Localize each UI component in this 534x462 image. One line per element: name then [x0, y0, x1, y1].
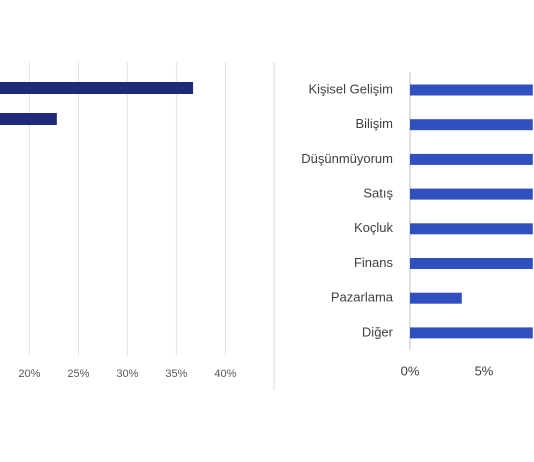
- y-tick-label: Bilişim: [355, 116, 393, 131]
- bar: [410, 258, 533, 269]
- y-tick-label: Düşünmüyorum: [301, 151, 393, 166]
- y-tick-label: Pazarlama: [331, 290, 394, 305]
- bar: [0, 82, 194, 94]
- bars: [410, 84, 533, 339]
- x-tick-label: 30%: [116, 368, 138, 380]
- bar: [410, 84, 533, 96]
- bar: [410, 223, 533, 235]
- bar: [410, 119, 533, 131]
- bar: [410, 188, 533, 200]
- x-tick-label: 25%: [67, 368, 89, 380]
- y-tick-label: Koçluk: [354, 220, 394, 235]
- x-tick-label: 35%: [165, 368, 187, 380]
- bar: [0, 113, 57, 125]
- bar: [410, 292, 462, 304]
- y-tick-label: Diğer: [362, 324, 394, 339]
- y-tick-label: Finans: [354, 255, 394, 270]
- y-tick-label: Satış: [363, 186, 393, 201]
- x-tick-label: 5%: [475, 363, 494, 378]
- y-tick-label: Kişisel Gelişim: [308, 81, 393, 96]
- bar: [410, 327, 533, 339]
- x-tick-label: 20%: [18, 368, 40, 380]
- x-tick-label: 40%: [214, 368, 236, 380]
- bars: [0, 82, 194, 125]
- bar: [410, 153, 533, 165]
- x-tick-label: 0%: [401, 363, 420, 378]
